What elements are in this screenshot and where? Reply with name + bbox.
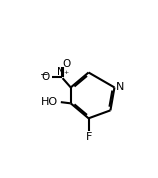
Text: −: −	[40, 70, 49, 80]
Text: F: F	[85, 132, 92, 142]
Text: +: +	[63, 70, 68, 75]
Text: HO: HO	[41, 97, 58, 107]
Text: N: N	[57, 67, 65, 77]
Text: O: O	[41, 72, 49, 82]
Text: O: O	[62, 59, 70, 69]
Text: N: N	[116, 82, 124, 92]
